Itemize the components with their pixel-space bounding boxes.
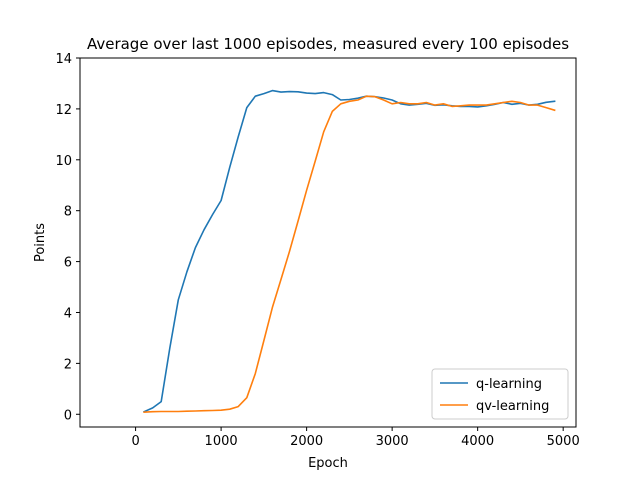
x-tick-label: 1000	[205, 434, 238, 449]
y-tick-label: 10	[55, 154, 72, 169]
x-tick-label: 2000	[290, 434, 323, 449]
legend: q-learning qv-learning	[431, 368, 569, 420]
axes-frame	[79, 57, 577, 428]
series-line-qv-learning	[143, 95, 556, 414]
y-tick-label: 0	[64, 408, 72, 423]
x-tick-label: 5000	[547, 434, 580, 449]
y-tick-label: 6	[64, 256, 72, 271]
x-tick-label: 3000	[376, 434, 409, 449]
x-axis-label: Epoch	[308, 456, 348, 471]
chart-title: Average over last 1000 episodes, measure…	[87, 35, 569, 53]
x-tick-label: 0	[131, 434, 139, 449]
legend-box	[431, 368, 569, 420]
y-tick-label: 12	[55, 103, 72, 118]
y-tick-label: 8	[64, 205, 72, 220]
x-axis: 0 1000 2000 3000 4000 5000	[131, 427, 580, 449]
y-tick-label: 2	[64, 357, 72, 372]
legend-label: q-learning	[476, 377, 542, 392]
legend-label: qv-learning	[476, 399, 549, 414]
y-axis-label: Points	[33, 223, 48, 262]
y-tick-label: 4	[64, 306, 72, 321]
y-axis: 0 2 4 6 8 10 12 14	[55, 52, 80, 423]
y-tick-label: 14	[55, 52, 72, 67]
x-tick-label: 4000	[461, 434, 494, 449]
plot-area	[143, 89, 556, 414]
